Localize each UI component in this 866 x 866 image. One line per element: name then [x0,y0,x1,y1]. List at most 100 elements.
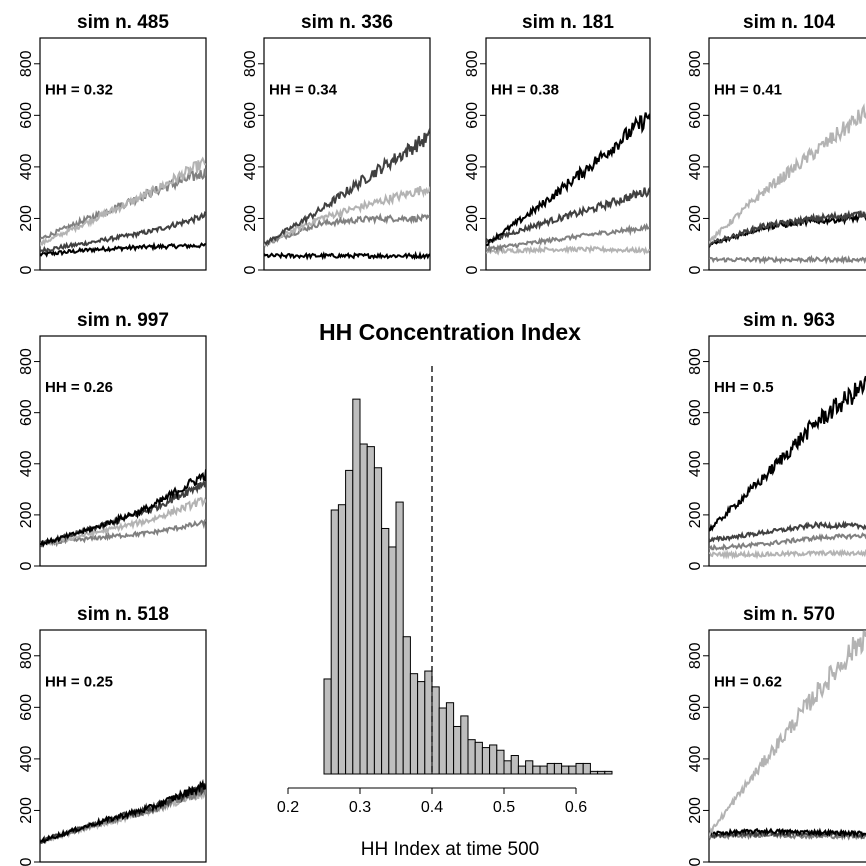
y-tick-label: 200 [687,797,704,824]
histogram-panel: HH Concentration Index 0.2 0.3 0.4 0.5 0.6 HH … [277,319,613,860]
y-tick-label: 0 [687,857,704,866]
y-tick-label: 0 [242,265,259,274]
histogram-bar [553,762,563,775]
series-line [709,375,866,532]
series-group [486,112,650,256]
sim-panel-6: sim n. 518 0 200 400 600 800 HH = 0.25 [18,604,207,866]
x-tick-label: 0.5 [493,799,515,816]
histogram-xlabel: HH Index at time 500 [361,839,539,860]
series-line [709,254,866,265]
panel-title: sim n. 570 [743,604,835,625]
y-tick-label: 800 [242,50,259,77]
histogram-bar [323,678,332,775]
histogram-bar [359,443,368,775]
series-group [40,469,206,548]
series-line [264,250,430,261]
y-tick-label: 400 [687,450,704,477]
hh-annotation: HH = 0.62 [714,674,782,691]
sim-panel-3: sim n. 104 0 200 400 600 800 HH = 0.41 [687,12,866,274]
histogram-bar [438,707,447,775]
series-line [40,778,206,844]
panel-title: sim n. 181 [522,12,614,33]
y-tick-label: 800 [18,50,35,77]
series-group [709,103,866,265]
hh-annotation: HH = 0.26 [45,379,113,396]
histogram-bar [402,636,411,775]
y-tick-label: 400 [18,153,35,180]
histogram-bar [366,446,375,775]
histogram-bar [381,527,390,775]
histogram-bar [539,765,548,775]
histogram-bar [575,762,584,775]
y-tick-label: 600 [687,102,704,129]
y-tick-label: 200 [687,205,704,232]
histogram-bar [517,765,527,775]
histogram-bar [489,744,498,775]
series-line [709,520,866,543]
x-tick-label: 0.2 [277,799,299,816]
panel-title: sim n. 104 [743,12,835,33]
y-tick-label: 600 [464,102,481,129]
y-tick-label: 400 [687,153,704,180]
histogram-bar [604,770,613,775]
y-tick-label: 600 [687,694,704,721]
series-line [709,532,866,551]
y-tick-label: 800 [18,642,35,669]
histogram-bar [388,546,397,775]
y-tick-label: 600 [18,102,35,129]
series-line [264,185,430,248]
panel-frame [263,37,431,271]
histogram-bar [525,760,534,775]
series-line [486,222,650,253]
histogram-bar [597,770,606,775]
series-line [709,630,866,836]
histogram-bar [345,469,354,775]
x-tick-label: 0.3 [349,799,371,816]
histogram-bar [582,762,591,775]
y-tick-label: 600 [242,102,259,129]
y-tick-label: 400 [464,153,481,180]
y-tick-label: 0 [687,265,704,274]
y-tick-label: 0 [18,561,35,570]
histogram-bar [352,398,361,775]
x-tick-label: 0.4 [421,799,443,816]
histogram-bar [395,501,404,775]
y-tick-label: 800 [687,348,704,375]
panel-title: sim n. 336 [301,12,393,33]
histogram-bar [409,673,419,775]
y-tick-label: 200 [464,205,481,232]
histogram-bar [510,755,519,775]
histogram-bar [424,670,433,775]
sim-panel-2: sim n. 181 0 200 400 600 800 HH = 0.38 [464,12,651,274]
series-line [709,827,866,839]
series-line [40,156,206,247]
series-line [709,103,866,244]
series-line [264,212,430,248]
panel-frame [39,629,207,863]
hh-annotation: HH = 0.41 [714,82,782,99]
y-tick-label: 800 [687,642,704,669]
histogram-bar [568,765,577,775]
y-tick-label: 0 [687,561,704,570]
y-tick-label: 0 [18,265,35,274]
y-tick-label: 200 [18,797,35,824]
histogram-bar [330,509,339,775]
sim-panel-5: sim n. 963 0 200 400 600 800 HH = 0.5 [687,310,866,570]
hh-annotation: HH = 0.32 [45,82,113,99]
series-line [40,469,206,548]
panel-title: sim n. 485 [77,12,169,33]
histogram-bar [453,725,462,775]
histogram-bar [373,467,383,775]
panel-title: sim n. 963 [743,310,835,331]
hh-annotation: HH = 0.34 [269,82,338,99]
y-tick-label: 0 [18,857,35,866]
y-tick-label: 800 [687,50,704,77]
histogram-bar [532,765,541,775]
panel-frame [39,335,207,567]
series-line [486,112,650,247]
series-line [40,519,206,548]
series-line [40,496,206,547]
histogram-bar [503,760,512,775]
sim-panel-0: sim n. 485 0 200 400 600 800 HH = 0.32 [18,12,207,274]
series-line [264,128,430,246]
